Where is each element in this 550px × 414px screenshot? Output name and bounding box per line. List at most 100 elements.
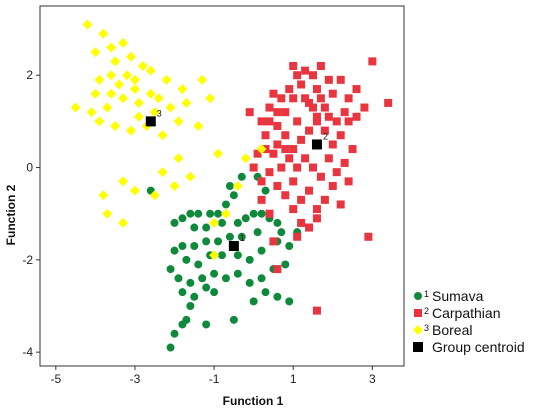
data-point bbox=[118, 93, 129, 104]
data-point bbox=[122, 70, 133, 81]
data-point bbox=[178, 214, 187, 223]
data-point bbox=[297, 135, 306, 144]
data-point bbox=[273, 122, 282, 130]
data-point bbox=[289, 205, 298, 214]
data-point bbox=[265, 117, 274, 126]
data-point bbox=[312, 214, 321, 223]
data-point bbox=[118, 37, 129, 48]
data-point bbox=[249, 163, 258, 172]
legend-label-carpathian: Carpathian bbox=[432, 305, 501, 321]
data-point bbox=[332, 117, 341, 126]
data-point bbox=[149, 107, 160, 118]
data-point bbox=[202, 320, 211, 329]
legend-number: 3 bbox=[424, 323, 429, 333]
data-point bbox=[169, 181, 180, 191]
data-point bbox=[269, 89, 278, 98]
data-point bbox=[133, 97, 144, 108]
data-point bbox=[297, 195, 306, 204]
data-point bbox=[220, 208, 231, 219]
data-point bbox=[205, 93, 216, 104]
data-point bbox=[285, 297, 294, 306]
data-point bbox=[253, 228, 262, 237]
data-point bbox=[257, 209, 266, 218]
data-point bbox=[202, 283, 211, 292]
x-tick-label: -3 bbox=[130, 372, 141, 386]
data-point bbox=[206, 209, 215, 218]
x-tick-label: -5 bbox=[50, 372, 61, 386]
data-point bbox=[94, 116, 105, 127]
data-point bbox=[312, 117, 321, 126]
data-point bbox=[202, 237, 211, 246]
data-point bbox=[384, 98, 393, 107]
data-point bbox=[269, 149, 278, 158]
data-point bbox=[261, 186, 270, 195]
group-centroid-marker bbox=[228, 241, 239, 251]
axis-ticks: -5 -3 -1 1 3 2 0 -2 -4 bbox=[22, 68, 376, 386]
data-point bbox=[293, 232, 302, 241]
data-point bbox=[241, 214, 250, 223]
data-point bbox=[336, 200, 345, 209]
data-point bbox=[289, 177, 298, 186]
data-point bbox=[281, 191, 290, 200]
data-point bbox=[273, 265, 282, 274]
data-point bbox=[210, 269, 219, 278]
data-point bbox=[269, 237, 278, 246]
data-point bbox=[368, 57, 377, 66]
data-point bbox=[194, 209, 203, 218]
data-point bbox=[102, 208, 113, 219]
data-point bbox=[218, 218, 226, 227]
data-point bbox=[273, 108, 282, 117]
legend-marker-carpathian bbox=[414, 309, 422, 317]
data-point bbox=[229, 191, 238, 200]
data-point bbox=[265, 168, 274, 177]
data-point bbox=[165, 102, 176, 113]
data-point bbox=[289, 145, 298, 154]
data-point bbox=[145, 65, 156, 76]
centroid-label: 3 bbox=[157, 108, 162, 118]
data-point bbox=[245, 278, 254, 287]
data-point bbox=[233, 251, 242, 260]
data-point bbox=[177, 84, 188, 95]
x-axis-title: Function 1 bbox=[223, 394, 284, 408]
data-point bbox=[328, 182, 337, 190]
data-point bbox=[233, 218, 242, 227]
data-point bbox=[316, 62, 325, 70]
data-point bbox=[344, 94, 353, 103]
data-point bbox=[194, 260, 203, 269]
data-point bbox=[301, 154, 310, 163]
data-point bbox=[249, 209, 258, 218]
data-point bbox=[197, 74, 208, 85]
data-point bbox=[340, 108, 349, 117]
data-point bbox=[273, 292, 282, 301]
legend-number: 1 bbox=[424, 289, 429, 299]
data-point bbox=[225, 182, 234, 190]
data-point bbox=[316, 94, 325, 103]
data-point bbox=[221, 274, 230, 283]
data-point bbox=[213, 148, 224, 159]
data-point bbox=[297, 80, 306, 89]
data-point bbox=[118, 217, 129, 228]
data-point bbox=[133, 111, 144, 122]
data-point bbox=[293, 71, 302, 80]
data-point bbox=[245, 255, 254, 264]
y-tick-label: -4 bbox=[22, 345, 33, 359]
data-point bbox=[309, 163, 317, 172]
data-point bbox=[161, 74, 172, 85]
data-point bbox=[301, 94, 310, 103]
data-point bbox=[301, 66, 310, 75]
x-tick-label: -1 bbox=[209, 372, 220, 386]
data-point bbox=[157, 130, 168, 141]
data-point bbox=[233, 269, 242, 278]
data-point bbox=[94, 74, 105, 85]
y-axis-title: Function 2 bbox=[4, 184, 18, 245]
data-point bbox=[257, 177, 266, 186]
data-point bbox=[174, 274, 183, 283]
legend-number: 2 bbox=[424, 306, 429, 316]
data-point bbox=[344, 117, 353, 126]
data-point bbox=[336, 75, 345, 84]
data-point bbox=[309, 71, 317, 80]
data-point bbox=[190, 223, 199, 232]
data-point bbox=[209, 250, 220, 261]
